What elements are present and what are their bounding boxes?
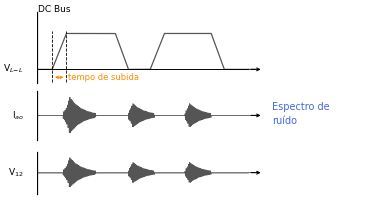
Text: I$_{ao}$: I$_{ao}$	[11, 109, 24, 122]
Text: DC Bus: DC Bus	[38, 5, 70, 14]
Text: V$_{L\!-\!L}$: V$_{L\!-\!L}$	[3, 62, 24, 75]
Text: V$_{12}$: V$_{12}$	[8, 166, 24, 179]
Text: tempo de subida: tempo de subida	[69, 73, 139, 82]
Text: Espectro de
ruído: Espectro de ruído	[272, 102, 330, 126]
